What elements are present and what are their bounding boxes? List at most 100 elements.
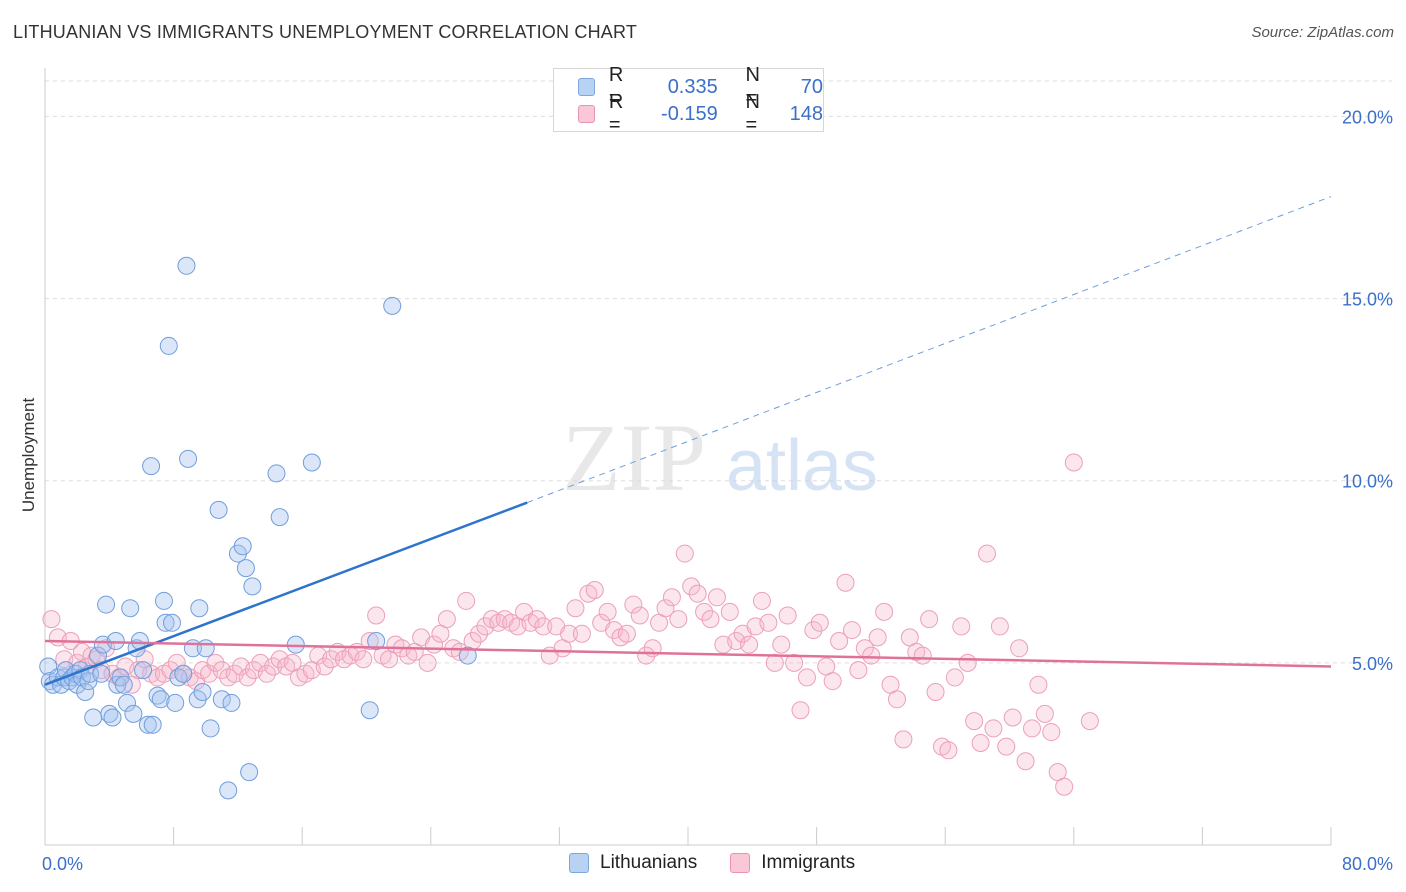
immigrant-point [1064,453,1083,472]
y-tick-label: 10.0% [1342,472,1393,492]
series-legend: Lithuanians Immigrants [569,852,888,874]
legend-r-value: -0.159 [661,102,718,125]
watermark-atlas: atlas [726,426,878,506]
lithuanian-point [148,686,167,705]
immigrant-point [1016,752,1035,771]
lithuanian-point [233,537,252,556]
series-swatch-lithuanians [569,853,589,873]
y-tick-label: 5.0% [1352,654,1393,674]
lithuanian-point [169,668,188,687]
immigrant-point [868,628,887,647]
immigrant-point [322,650,341,669]
immigrant-point [669,610,688,629]
immigrant-point [875,602,894,621]
immigrant-point [701,610,720,629]
immigrant-point [560,624,579,643]
legend-n-label: N = [745,64,760,109]
legend-swatch-immigrants [578,105,595,123]
immigrant-point [1042,723,1061,742]
series-label-lithuanians: Lithuanians [600,852,698,873]
immigrant-point [437,610,456,629]
lithuanian-point [209,500,228,519]
lithuanian-point [367,632,386,650]
lithuanian-point [458,646,477,665]
lithuanian-trendline [44,501,528,686]
lithuanian-point [103,708,122,727]
correlation-legend: R = 0.335 N = 70 R = -0.159 N = 148 [553,64,824,136]
lithuanian-point [174,664,193,683]
lithuanian-point [243,577,262,596]
lithuanian-point [270,508,289,527]
immigrant-point [778,606,797,625]
immigrant-point [656,599,675,618]
immigrant-point [958,653,977,672]
immigrant-point [1003,708,1022,727]
lithuanian-point [121,599,140,618]
legend-n-value: 148 [789,102,824,125]
immigrant-point [849,661,868,680]
immigrant-point [457,591,476,610]
immigrant-point [534,617,553,636]
legend-n-label: N = [745,91,760,136]
x-tick-label: 80.0% [1342,854,1393,874]
lithuanian-point [117,693,136,712]
lithuanian-point [114,675,133,694]
immigrant-point [470,624,489,643]
immigrant-point [830,632,849,650]
immigrant-point [1010,639,1029,658]
lithuanian-trendline-projection [527,196,1332,504]
immigrant-point [945,668,964,687]
trendlines [44,196,1332,686]
y-tick-label: 20.0% [1342,107,1393,127]
legend-r-label: R = [608,64,624,109]
lithuanian-point [179,449,198,468]
data-points [39,256,1099,800]
watermark-zip: ZIP [562,404,706,511]
immigrant-point [1029,675,1048,694]
immigrant-point [354,650,373,669]
legend-swatch-lithuanians [578,78,595,96]
immigrant-point [598,602,617,621]
lithuanian-point [166,693,185,712]
legend-r-label: R = [608,91,624,136]
lithuanian-point [84,708,103,727]
immigrant-point [42,610,61,629]
series-swatch-immigrants [730,853,751,873]
immigrant-point [926,683,945,701]
immigrant-point [720,602,739,621]
watermark: ZIP atlas [562,404,878,511]
legend-n-value: 70 [800,75,824,98]
immigrant-point [572,624,591,643]
immigrant-point [977,544,996,563]
lithuanian-point [219,781,238,800]
immigrant-point [527,610,546,629]
immigrant-point [630,606,649,625]
lithuanian-point [138,715,157,734]
immigrant-point [920,610,939,629]
immigrant-point [887,690,906,709]
immigrant-point [913,646,932,665]
chart-title: LITHUANIAN VS IMMIGRANTS UNEMPLOYMENT CO… [13,22,638,42]
y-tick-label: 15.0% [1342,290,1393,310]
immigrant-point [965,712,984,731]
immigrant-point [836,573,855,592]
immigrant-point [360,632,379,650]
legend-row-lithuanians: R = 0.335 N = 70 [578,64,824,109]
lithuanian-point [106,632,125,650]
lithuanian-point [222,693,241,712]
immigrant-point [1080,712,1099,731]
immigrant-point [797,668,816,687]
lithuanian-point [159,336,178,355]
immigrant-point [984,719,1003,738]
lithuanian-point [151,690,170,709]
immigrant-point [862,646,881,665]
lithuanian-point [196,639,215,658]
legend-r-value: 0.335 [667,75,718,98]
immigrant-point [823,672,842,691]
lithuanian-point [201,719,220,738]
immigrant-point [695,602,714,621]
lithuanian-point [162,613,181,632]
immigrant-point [810,613,829,632]
axes [44,68,1332,846]
chart-source: Source: ZipAtlas.com [1251,24,1394,41]
